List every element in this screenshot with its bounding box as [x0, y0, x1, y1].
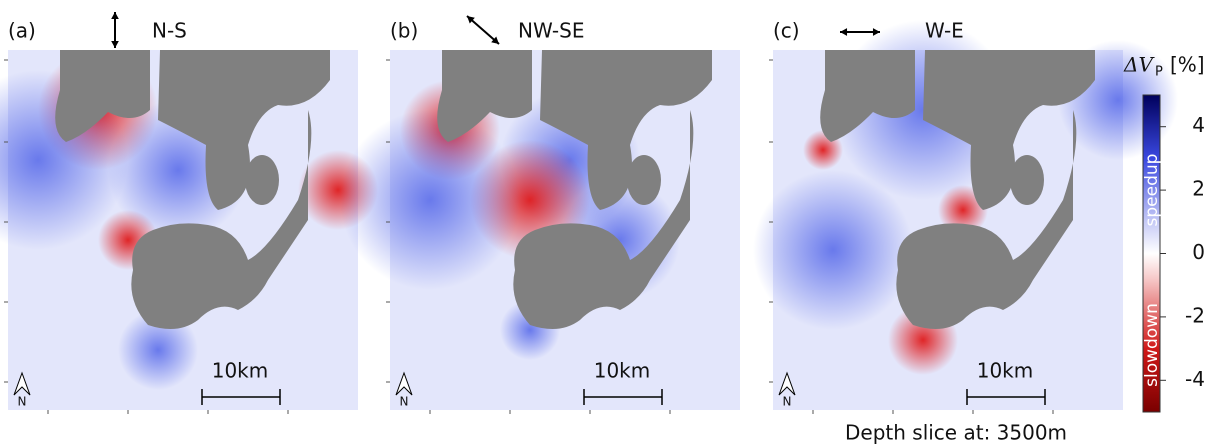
panel: (a) N-S 10km N — [0, 12, 378, 414]
arrow-head — [840, 28, 847, 36]
panel-label: (c) — [773, 19, 800, 43]
direction-label: N-S — [152, 19, 187, 43]
anomaly — [340, 110, 520, 290]
panel: (b) NW-SE 10km N — [340, 16, 740, 414]
figure: (a) N-S 10km N (b) NW-SE 10km N (c) W-E 10km N ΔV P… — [0, 0, 1226, 448]
scale-bar-label: 10km — [977, 359, 1034, 383]
panel-label: (b) — [390, 19, 418, 43]
north-label: N — [18, 395, 27, 409]
direction-label: NW-SE — [518, 19, 584, 43]
caption: Depth slice at: 3500m — [845, 421, 1067, 445]
scale-bar-label: 10km — [212, 359, 269, 383]
colorbar-tick-label: -4 — [1185, 367, 1205, 391]
anomaly — [753, 170, 913, 330]
scale-bar-label: 10km — [594, 359, 651, 383]
panel: (c) W-E 10km N — [753, 19, 1178, 415]
direction-label: W-E — [925, 19, 964, 43]
slowdown-label: slowdown — [1142, 303, 1162, 387]
colorbar-title: ΔV — [1123, 53, 1155, 77]
panels: (a) N-S 10km N (b) NW-SE 10km N (c) W-E 10km N — [0, 12, 1178, 414]
panel-label: (a) — [8, 19, 36, 43]
arrow-head — [111, 41, 119, 48]
arrow-head — [111, 12, 119, 19]
colorbar-tick-label: 4 — [1192, 113, 1205, 137]
north-label: N — [400, 395, 409, 409]
colorbar-tick-label: 2 — [1192, 177, 1205, 201]
colorbar-unit: [%] — [1170, 53, 1205, 77]
colorbar-tick-label: -2 — [1185, 303, 1205, 327]
north-label: N — [783, 395, 792, 409]
speedup-label: speedup — [1142, 154, 1162, 227]
colorbar-subscript: P — [1155, 65, 1163, 80]
colorbar-tick-label: 0 — [1192, 240, 1205, 264]
